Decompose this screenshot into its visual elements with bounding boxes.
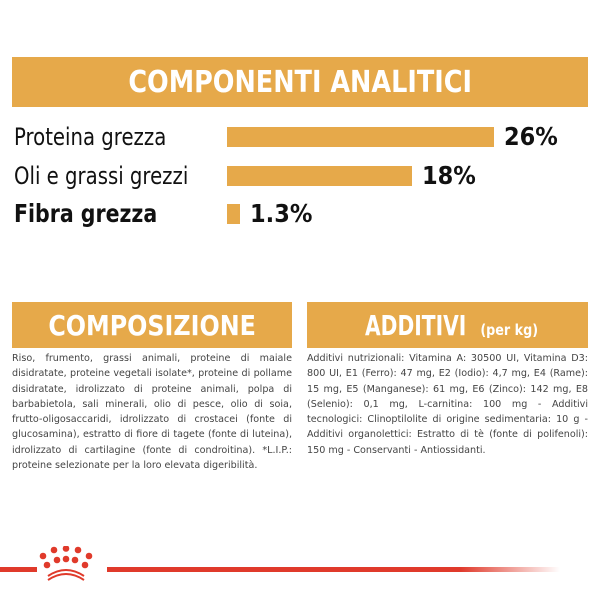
brand-line-right (107, 567, 560, 572)
analytic-header: COMPONENTI ANALITICI (12, 57, 588, 107)
additives-text: Additivi nutrizionali: Vitamina A: 30500… (307, 353, 588, 456)
analytic-row: Proteina grezza 26% (14, 122, 594, 152)
analytic-value: 26% (504, 122, 558, 151)
composition-header: COMPOSIZIONE (12, 302, 292, 348)
analytic-row: Fibra grezza 1.3% (14, 199, 594, 229)
analytic-value: 1.3% (250, 199, 313, 228)
analytic-bar (227, 166, 412, 186)
analytic-row: Oli e grassi grezzi 18% (14, 161, 594, 191)
analytic-value: 18% (421, 161, 476, 190)
additives-title: ADDITIVI (365, 308, 467, 342)
additives-header: ADDITIVI (per kg) (307, 302, 588, 348)
analytic-bar (227, 127, 494, 147)
royal-canin-crown-icon (39, 546, 93, 581)
analytic-label: Proteina grezza (14, 123, 167, 151)
brand-line-left (0, 567, 37, 572)
analytic-bar (227, 204, 241, 224)
composition-title: COMPOSIZIONE (48, 308, 256, 342)
analytic-label: Fibra grezza (14, 199, 158, 228)
additives-unit: (per kg) (480, 320, 539, 339)
analytic-title: COMPONENTI ANALITICI (128, 64, 472, 100)
composition-text: Riso, frumento, grassi animali, proteine… (12, 353, 292, 472)
analytic-label: Oli e grassi grezzi (14, 162, 189, 190)
